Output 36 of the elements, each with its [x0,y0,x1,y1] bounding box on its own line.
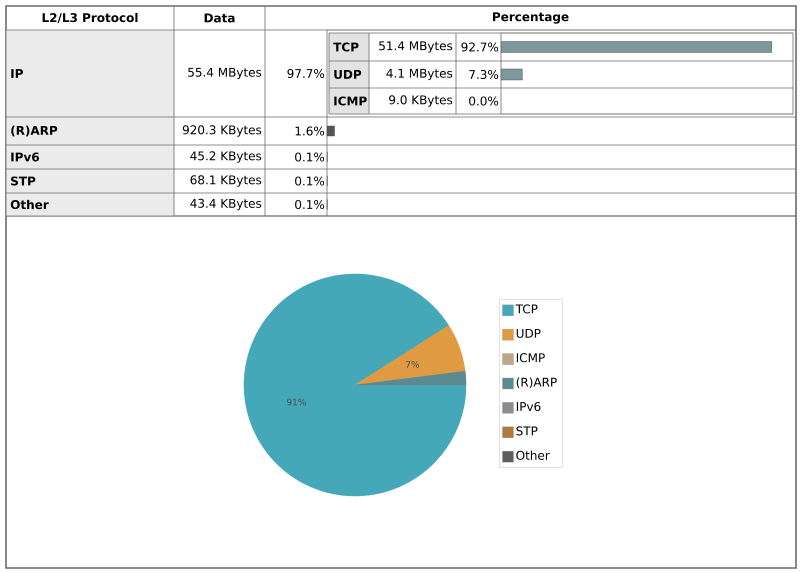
text: 920.3 KBytes [182,125,262,137]
text: 55.4 MBytes [188,68,262,80]
legend-label: Other [516,450,550,460]
data-label: 0.1% [295,200,324,210]
y-tick-label: STP [11,176,36,186]
legend-label: (R)ARP [516,377,557,388]
data-label: 0.1% [295,152,324,162]
text: Data [204,14,235,22]
y-tick-label: ICMP [334,96,367,106]
text: 97.7% [287,68,324,78]
y-tick-label: UDP [334,70,362,79]
data-label: 0.1% [295,176,324,186]
annotation: 9.0 KBytes [389,95,452,107]
y-tick-label: IPv6 [11,152,39,162]
y-tick-label: (R)ARP [11,126,58,136]
data-label: 1.6% [296,126,324,136]
legend-label: ICMP [516,353,545,362]
legend-label: UDP [516,328,541,338]
legend-label: IPv6 [516,402,540,412]
annotation: 4.1 MBytes [386,68,452,80]
y-tick-label: Other [10,200,49,210]
data-label: 7.3% [469,70,498,80]
legend-label: TCP [516,304,538,314]
data-label: 0.0% [469,96,498,106]
y-tick-label: IP [11,69,23,78]
legend-label: STP [516,426,538,436]
data-label: 92.7% [461,42,498,52]
data-label: 91% [286,398,306,406]
x-axis-title: Percentage [493,12,569,24]
text: 45.2 KBytes [190,151,262,163]
text: 43.4 KBytes [190,198,262,210]
y-axis-title: L2/L3 Protocol [42,12,138,24]
text: 68.1 KBytes [190,175,262,187]
y-tick-label: TCP [333,42,358,52]
data-label: 7% [406,360,420,368]
text: 51.4 MBytes [379,41,452,53]
